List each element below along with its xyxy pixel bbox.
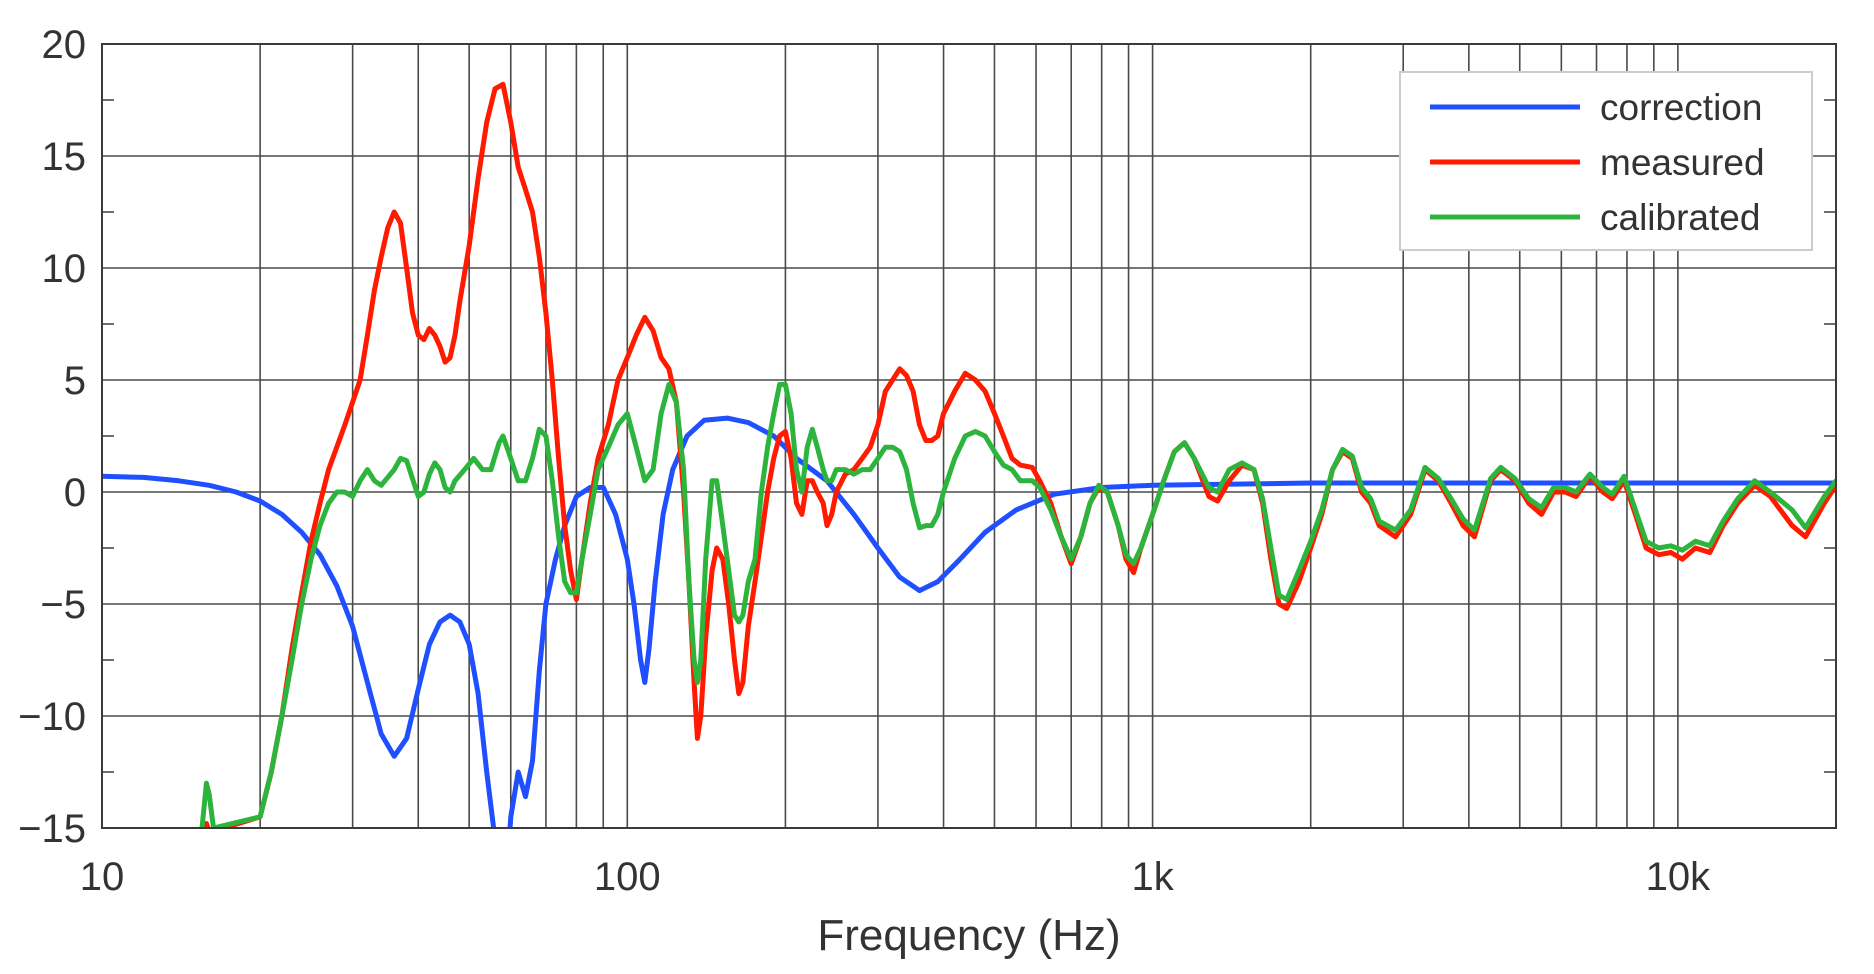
legend-label-measured: measured [1600, 142, 1765, 183]
y-tick-label: −10 [18, 695, 86, 739]
y-tick-label: 10 [42, 247, 87, 291]
series-layer [102, 81, 1836, 828]
x-tick-labels: 10 100 1k 10k [80, 855, 1711, 899]
y-tick-label: 20 [42, 23, 87, 67]
x-tick-label: 10 [80, 855, 125, 899]
legend-label-correction: correction [1600, 87, 1762, 128]
x-tick-label: 1k [1131, 855, 1174, 899]
y-tick-labels: 20 15 10 5 0 −5 −10 −15 [18, 23, 86, 851]
y-tick-label: −15 [18, 807, 86, 851]
y-tick-label: 0 [64, 471, 86, 515]
x-tick-label: 100 [594, 855, 661, 899]
x-tick-label: 10k [1646, 855, 1711, 899]
series-line-calibrated [199, 382, 1836, 828]
plot-frame [101, 43, 1837, 829]
y-tick-label: 15 [42, 135, 87, 179]
legend: correction measured calibrated [1399, 71, 1813, 251]
legend-label-calibrated: calibrated [1600, 197, 1760, 238]
y-tick-label: 5 [64, 359, 86, 403]
y-tick-label: −5 [40, 583, 86, 627]
x-axis-label: Frequency (Hz) [817, 911, 1120, 960]
